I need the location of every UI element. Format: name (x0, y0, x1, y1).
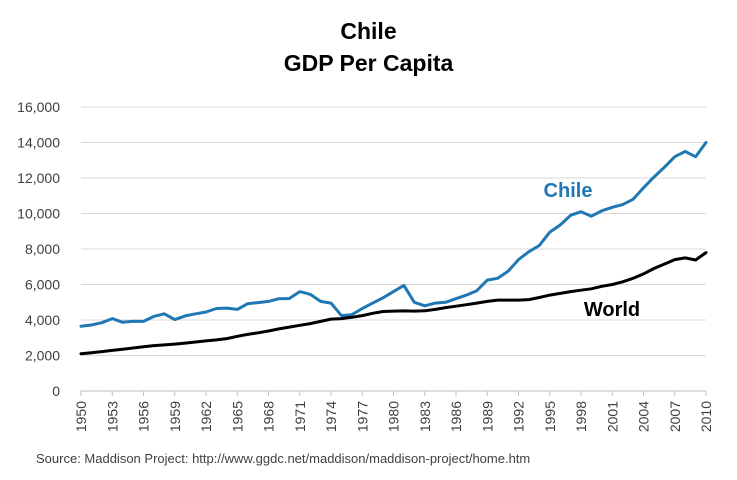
x-tick-label: 1986 (448, 401, 464, 432)
series-label-chile: Chile (544, 180, 593, 202)
y-tick-label: 4,000 (25, 312, 60, 328)
x-tick-label: 1977 (354, 401, 370, 432)
x-tick-label: 1956 (136, 401, 152, 432)
y-tick-label: 6,000 (25, 277, 60, 293)
y-tick-label: 10,000 (17, 206, 60, 222)
x-tick-label: 1965 (229, 401, 245, 432)
x-tick-label: 2010 (698, 401, 714, 432)
x-tick-label: 1974 (323, 401, 339, 432)
x-tick-label: 1962 (198, 401, 214, 432)
x-tick-label: 1989 (479, 401, 495, 432)
series-line-world (79, 251, 708, 356)
chart-subtitle: GDP Per Capita (283, 50, 454, 76)
x-tick-label: 2004 (636, 401, 652, 432)
x-tick-label: 1995 (542, 401, 558, 432)
x-tick-label: 1950 (73, 401, 89, 432)
series-line-chile (79, 141, 708, 328)
x-tick-label: 1959 (167, 401, 183, 432)
x-tick-label: 1983 (417, 401, 433, 432)
series-label-world: World (584, 299, 640, 321)
y-tick-label: 2,000 (25, 348, 60, 364)
y-tick-label: 8,000 (25, 241, 60, 257)
x-tick-label: 1998 (573, 401, 589, 432)
y-tick-label: 12,000 (17, 170, 60, 186)
source-note: Source: Maddison Project: http://www.ggd… (36, 451, 531, 466)
x-tick-label: 2001 (604, 401, 620, 432)
x-tick-label: 2007 (667, 401, 683, 432)
chart-title: Chile (340, 18, 397, 44)
x-tick-label: 1992 (511, 401, 527, 432)
x-tick-label: 1953 (104, 401, 120, 432)
x-tick-label: 1971 (292, 401, 308, 432)
y-tick-label: 14,000 (17, 135, 60, 151)
x-tick-label: 1980 (386, 401, 402, 432)
y-tick-label: 0 (52, 383, 60, 399)
y-tick-label: 16,000 (17, 99, 60, 115)
x-tick-label: 1968 (261, 401, 277, 432)
